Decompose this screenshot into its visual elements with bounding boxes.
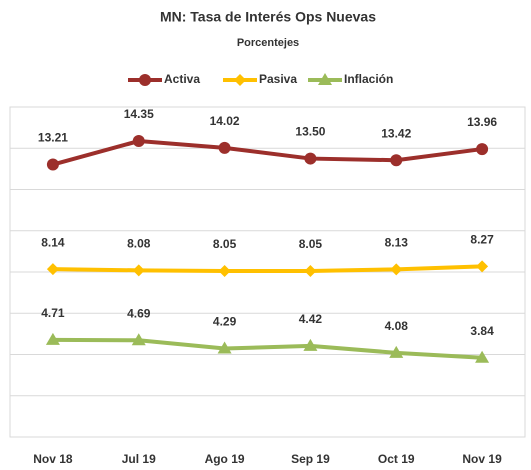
data-label: 8.05 xyxy=(299,237,323,251)
data-label: 3.84 xyxy=(470,324,494,338)
point xyxy=(390,154,403,167)
chart-title: MN: Tasa de Interés Ops Nuevas xyxy=(160,9,376,25)
point xyxy=(46,263,59,276)
point xyxy=(46,158,59,171)
x-tick-label: Nov 19 xyxy=(462,452,502,466)
data-label: 8.13 xyxy=(385,235,409,249)
data-label: 14.35 xyxy=(124,107,154,121)
data-label: 8.08 xyxy=(127,237,151,251)
point xyxy=(234,74,246,86)
legend-label: Inflación xyxy=(344,72,393,86)
point xyxy=(390,263,403,276)
point xyxy=(218,264,231,277)
data-label: 13.96 xyxy=(467,115,497,129)
point xyxy=(45,332,60,345)
point xyxy=(139,74,151,86)
data-label: 8.05 xyxy=(213,237,237,251)
point xyxy=(303,338,318,351)
x-tick-label: Ago 19 xyxy=(205,452,245,466)
x-tick-label: Jul 19 xyxy=(122,452,156,466)
point xyxy=(304,152,317,165)
point xyxy=(217,341,232,354)
series-line xyxy=(52,337,483,360)
point xyxy=(476,260,489,273)
point xyxy=(131,333,146,346)
data-label: 4.29 xyxy=(213,315,237,329)
data-label: 13.21 xyxy=(38,131,68,145)
series-line xyxy=(52,264,483,273)
point xyxy=(132,264,145,277)
point xyxy=(475,350,490,363)
point xyxy=(389,345,404,358)
point xyxy=(218,141,231,154)
point xyxy=(132,135,145,148)
data-label: 4.08 xyxy=(385,319,409,333)
data-label: 4.42 xyxy=(299,312,323,326)
data-label: 4.69 xyxy=(127,306,151,320)
data-label: 14.02 xyxy=(210,114,240,128)
data-label: 13.50 xyxy=(295,125,325,139)
point xyxy=(476,143,489,156)
legend-label: Activa xyxy=(164,72,200,86)
point xyxy=(318,73,332,85)
legend-label: Pasiva xyxy=(259,72,297,86)
chart-subtitle: Porcentejes xyxy=(237,37,299,49)
point xyxy=(304,264,317,277)
data-label: 8.14 xyxy=(41,235,65,249)
series-line xyxy=(52,139,483,167)
data-label: 13.42 xyxy=(381,126,411,140)
data-label: 4.71 xyxy=(41,306,65,320)
x-tick-label: Sep 19 xyxy=(291,452,330,466)
x-tick-label: Nov 18 xyxy=(33,452,73,466)
x-tick-label: Oct 19 xyxy=(378,452,415,466)
data-label: 8.27 xyxy=(470,233,494,247)
